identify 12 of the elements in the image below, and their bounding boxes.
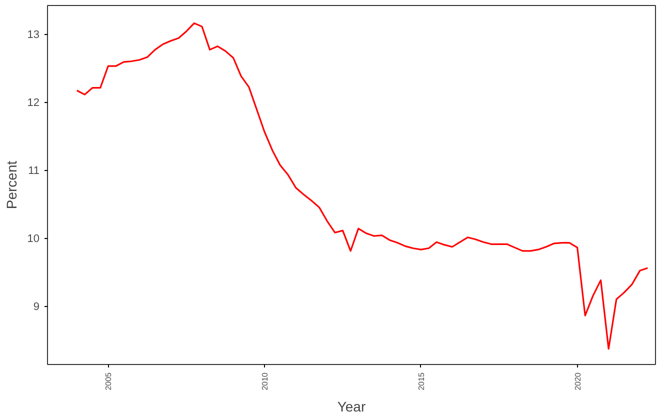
x-axis-title: Year bbox=[337, 398, 366, 414]
y-tick-label: 9 bbox=[33, 301, 40, 314]
x-tick-label: 2020 bbox=[573, 372, 582, 390]
y-axis-title: Percent bbox=[3, 160, 20, 210]
y-tick-label: 12 bbox=[27, 97, 40, 110]
line-series bbox=[76, 22, 648, 350]
x-tick-label: 2005 bbox=[104, 372, 114, 390]
x-tick-label: 2015 bbox=[416, 372, 426, 390]
x-tick-label: 2010 bbox=[260, 372, 270, 390]
y-tick-label: 10 bbox=[27, 233, 40, 246]
y-tick-label: 11 bbox=[28, 165, 40, 178]
y-tick-label: 13 bbox=[27, 29, 40, 42]
